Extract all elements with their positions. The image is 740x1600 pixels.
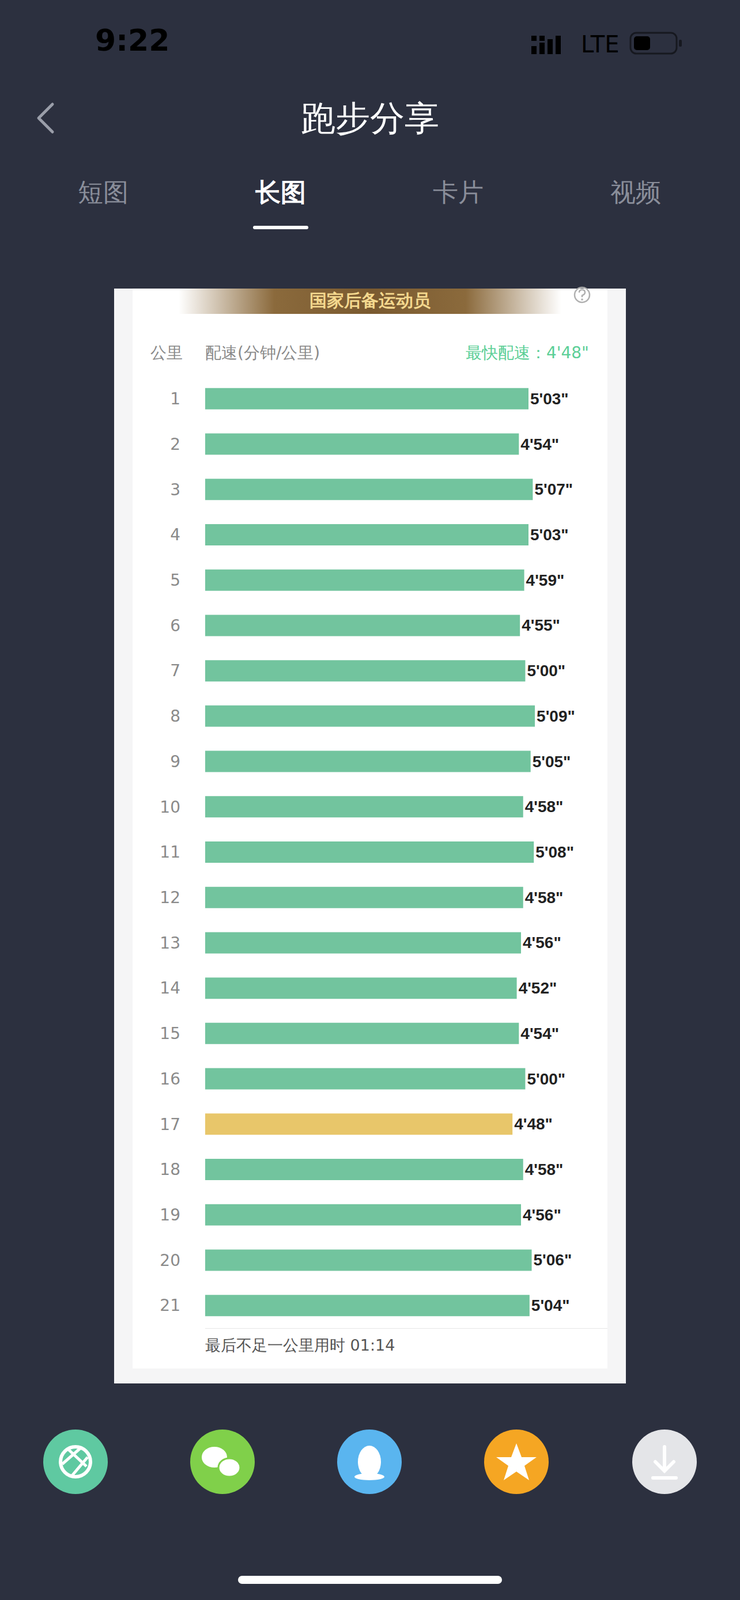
svg-text:4'55": 4'55" [521,616,561,635]
html-text:国家后备运动员: 国家后备运动员 [309,290,431,311]
svg-text:15: 15 [159,1024,181,1044]
svg-text:20: 20 [159,1251,181,1271]
svg-text:5'09": 5'09" [536,707,576,726]
svg-text:2: 2 [170,435,181,455]
svg-text:5'03": 5'03" [530,390,569,409]
html-text:卡片: 卡片 [432,177,484,207]
svg-text:17: 17 [159,1115,181,1135]
svg-text:4'59": 4'59" [526,571,565,590]
svg-text:1: 1 [170,389,181,409]
svg-text:9: 9 [170,752,181,772]
svg-text:5: 5 [170,571,181,591]
html-text:公里: 公里 [150,343,183,363]
svg-text:4'54": 4'54" [520,435,560,454]
svg-text:3: 3 [170,480,181,500]
html-text:最快配速：4'48": 最快配速：4'48" [465,343,590,363]
svg-text:4'48": 4'48" [514,1115,553,1134]
html-text:LTE: LTE [580,31,620,58]
html-text:视频: 视频 [610,177,662,207]
svg-text:8: 8 [170,707,181,727]
svg-text:10: 10 [159,798,181,818]
svg-text:5'07": 5'07" [534,480,573,499]
svg-text:4'58": 4'58" [525,1161,564,1180]
html-text:配速(分钟/公里): 配速(分钟/公里) [205,343,321,363]
svg-text:13: 13 [159,934,181,954]
svg-text:5'00": 5'00" [526,662,566,681]
html-text:长图: 长图 [255,177,307,207]
html-text:跑步分享: 跑步分享 [300,97,440,139]
svg-text:4'56": 4'56" [522,1206,562,1225]
svg-text:16: 16 [159,1070,181,1090]
svg-text:5'03": 5'03" [530,526,569,545]
svg-text:7: 7 [170,661,181,681]
svg-text:4'52": 4'52" [518,979,558,998]
svg-text:4'58": 4'58" [525,798,564,817]
svg-text:5'08": 5'08" [535,843,575,862]
svg-text:18: 18 [159,1160,181,1180]
svg-text:4: 4 [170,525,181,545]
svg-text:4'54": 4'54" [520,1025,560,1044]
svg-text:5'06": 5'06" [533,1251,573,1270]
svg-text:19: 19 [159,1206,181,1226]
svg-text:5'00": 5'00" [526,1070,566,1089]
html-text:短图: 短图 [77,177,129,207]
svg-text:5'05": 5'05" [532,753,572,772]
svg-text:14: 14 [159,979,181,999]
html-text:最后不足一公里用时 01:14: 最后不足一公里用时 01:14 [205,1337,396,1355]
svg-text:4'56": 4'56" [522,934,562,953]
svg-text:11: 11 [159,843,181,863]
html-text:9:22: 9:22 [95,23,170,58]
svg-text:5'04": 5'04" [531,1297,570,1316]
svg-text:4'58": 4'58" [525,889,564,908]
svg-text:21: 21 [159,1296,181,1316]
svg-text:12: 12 [159,888,181,908]
svg-text:6: 6 [170,616,181,636]
